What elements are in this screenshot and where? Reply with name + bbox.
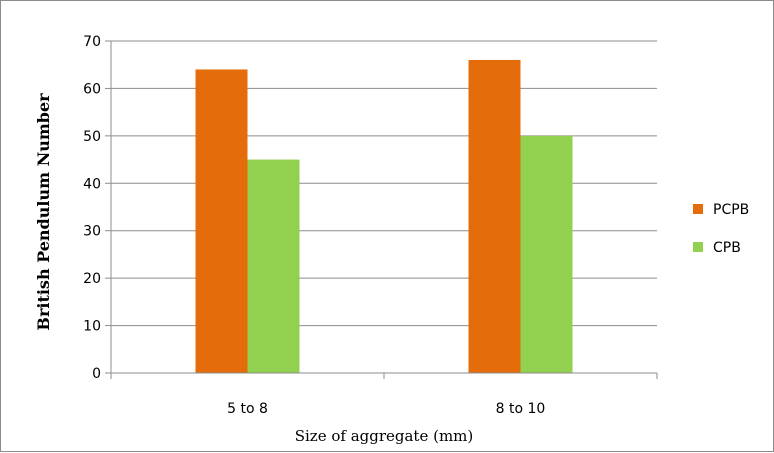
y-tick-label: 30 [83, 224, 101, 240]
x-tick-labels: 5 to 8 8 to 10 [227, 401, 545, 417]
y-tick-label: 60 [83, 81, 101, 97]
y-tick-label: 0 [92, 366, 101, 382]
axes [110, 41, 658, 379]
bar-pcpb [195, 69, 248, 373]
legend: PCPB CPB [693, 202, 749, 256]
y-tick-label: 10 [83, 319, 101, 335]
legend-label-pcpb: PCPB [713, 202, 749, 218]
y-tick-label: 70 [83, 34, 101, 50]
y-tick-label: 40 [83, 176, 101, 192]
x-tick-label: 5 to 8 [227, 401, 268, 417]
x-tick-label: 8 to 10 [496, 401, 546, 417]
legend-swatch-cpb [693, 242, 703, 252]
gridlines [105, 40, 657, 374]
x-axis-title: Size of aggregate (mm) [295, 427, 474, 445]
bar-cpb [520, 135, 573, 373]
y-tick-labels: 0 10 20 30 40 50 60 70 [83, 34, 101, 382]
legend-swatch-pcpb [693, 204, 703, 214]
bars [195, 59, 573, 373]
y-axis-title: British Pendulum Number [34, 93, 53, 331]
legend-label-cpb: CPB [713, 240, 741, 256]
bar-pcpb [468, 59, 521, 373]
y-tick-label: 20 [83, 271, 101, 287]
y-tick-label: 50 [83, 129, 101, 145]
bar-cpb [247, 159, 300, 373]
